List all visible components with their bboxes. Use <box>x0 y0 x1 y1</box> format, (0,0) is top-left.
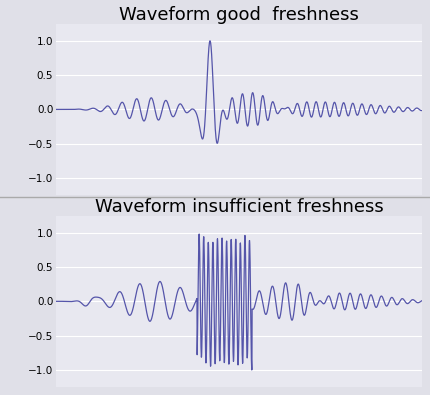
Title: Waveform good  freshness: Waveform good freshness <box>119 6 358 24</box>
Title: Waveform insufficient freshness: Waveform insufficient freshness <box>95 198 383 216</box>
